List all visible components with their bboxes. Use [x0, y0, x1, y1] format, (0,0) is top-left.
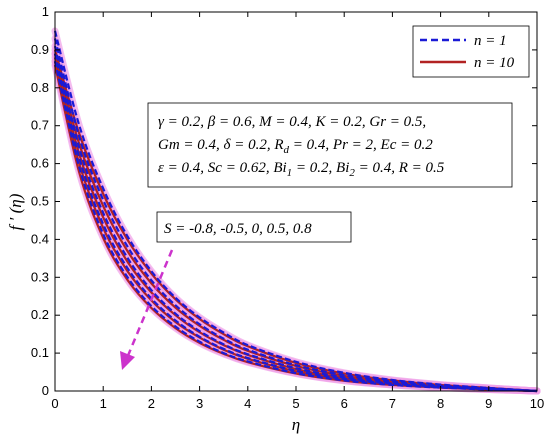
parameter-line-2-a: Gm = 0.4, δ = 0.2, R	[158, 137, 284, 153]
legend-frame	[412, 25, 530, 78]
series-lines	[53, 30, 538, 393]
curve-highlight-layer	[51, 27, 541, 395]
legend: n = 1 n = 10	[412, 25, 530, 78]
parameter-line-3-b: = 0.2, Bi	[292, 160, 349, 176]
y-axis-label: f ′ (η)	[6, 193, 25, 230]
parameter-line-2-b: = 0.4, Pr = 2, Ec = 0.2	[289, 137, 433, 153]
x-axis-label: η	[292, 415, 300, 434]
increase-arrow	[120, 249, 174, 370]
y-tick-label: 0.2	[31, 307, 49, 322]
parameter-subscript-d: d	[284, 144, 290, 156]
parameter-line-3-c: = 0.4, R = 0.5	[355, 160, 445, 176]
x-tick-label: 6	[341, 396, 348, 411]
series-line-n1	[53, 53, 538, 393]
y-tick-label: 0.5	[31, 194, 49, 209]
y-tick-label: 0.8	[31, 80, 49, 95]
x-tick-label: 1	[100, 396, 107, 411]
s-annotation: S = -0.8, -0.5, 0, 0.5, 0.8	[156, 211, 352, 243]
y-tick-label: 0.6	[31, 156, 49, 171]
parameter-subscript-2: 2	[349, 167, 355, 179]
y-tick-label: 0.7	[31, 118, 49, 133]
parameter-box: γ = 0.2, β = 0.6, M = 0.4, K = 0.2, Gr =…	[147, 102, 513, 188]
parameter-line-3: ε = 0.4, Sc = 0.62, Bi1 = 0.2, Bi2 = 0.4…	[158, 160, 445, 179]
arrow-shaft	[125, 249, 174, 359]
x-tick-label: 2	[148, 396, 155, 411]
parameter-line-2: Gm = 0.4, δ = 0.2, Rd = 0.4, Pr = 2, Ec …	[158, 137, 433, 156]
arrow-head	[120, 351, 135, 370]
y-axis: 0 0.1 0.2 0.3 0.4 0.5 0.6 0.7 0.8 0.9 1	[31, 4, 537, 398]
s-annotation-text: S = -0.8, -0.5, 0, 0.5, 0.8	[164, 221, 312, 237]
parameter-subscript-1: 1	[287, 167, 293, 179]
series-line-n1	[53, 30, 538, 393]
x-tick-label: 8	[437, 396, 444, 411]
x-tick-label: 5	[292, 396, 299, 411]
x-tick-label: 3	[196, 396, 203, 411]
y-tick-label: 0.4	[31, 231, 49, 246]
x-tick-label: 7	[389, 396, 396, 411]
x-tick-label: 0	[51, 396, 58, 411]
y-tick-label: 1	[42, 4, 49, 19]
x-tick-label: 4	[244, 396, 251, 411]
series-halo	[51, 27, 541, 395]
y-tick-label: 0.1	[31, 345, 49, 360]
legend-label-n1: n = 1	[474, 33, 507, 49]
y-tick-label: 0	[42, 383, 49, 398]
s-annotation-frame	[156, 211, 352, 243]
x-tick-label: 10	[530, 396, 544, 411]
parameter-line-1: γ = 0.2, β = 0.6, M = 0.4, K = 0.2, Gr =…	[158, 114, 426, 130]
parameter-box-frame	[147, 102, 513, 188]
y-tick-label: 0.9	[31, 42, 49, 57]
x-tick-label: 9	[485, 396, 492, 411]
legend-label-n10: n = 10	[474, 55, 515, 71]
y-tick-label: 0.3	[31, 269, 49, 284]
x-axis: 0 1 2 3 4 5 6 7 8 9 10	[51, 12, 544, 411]
parameter-line-3-a: ε = 0.4, Sc = 0.62, Bi	[158, 160, 287, 176]
